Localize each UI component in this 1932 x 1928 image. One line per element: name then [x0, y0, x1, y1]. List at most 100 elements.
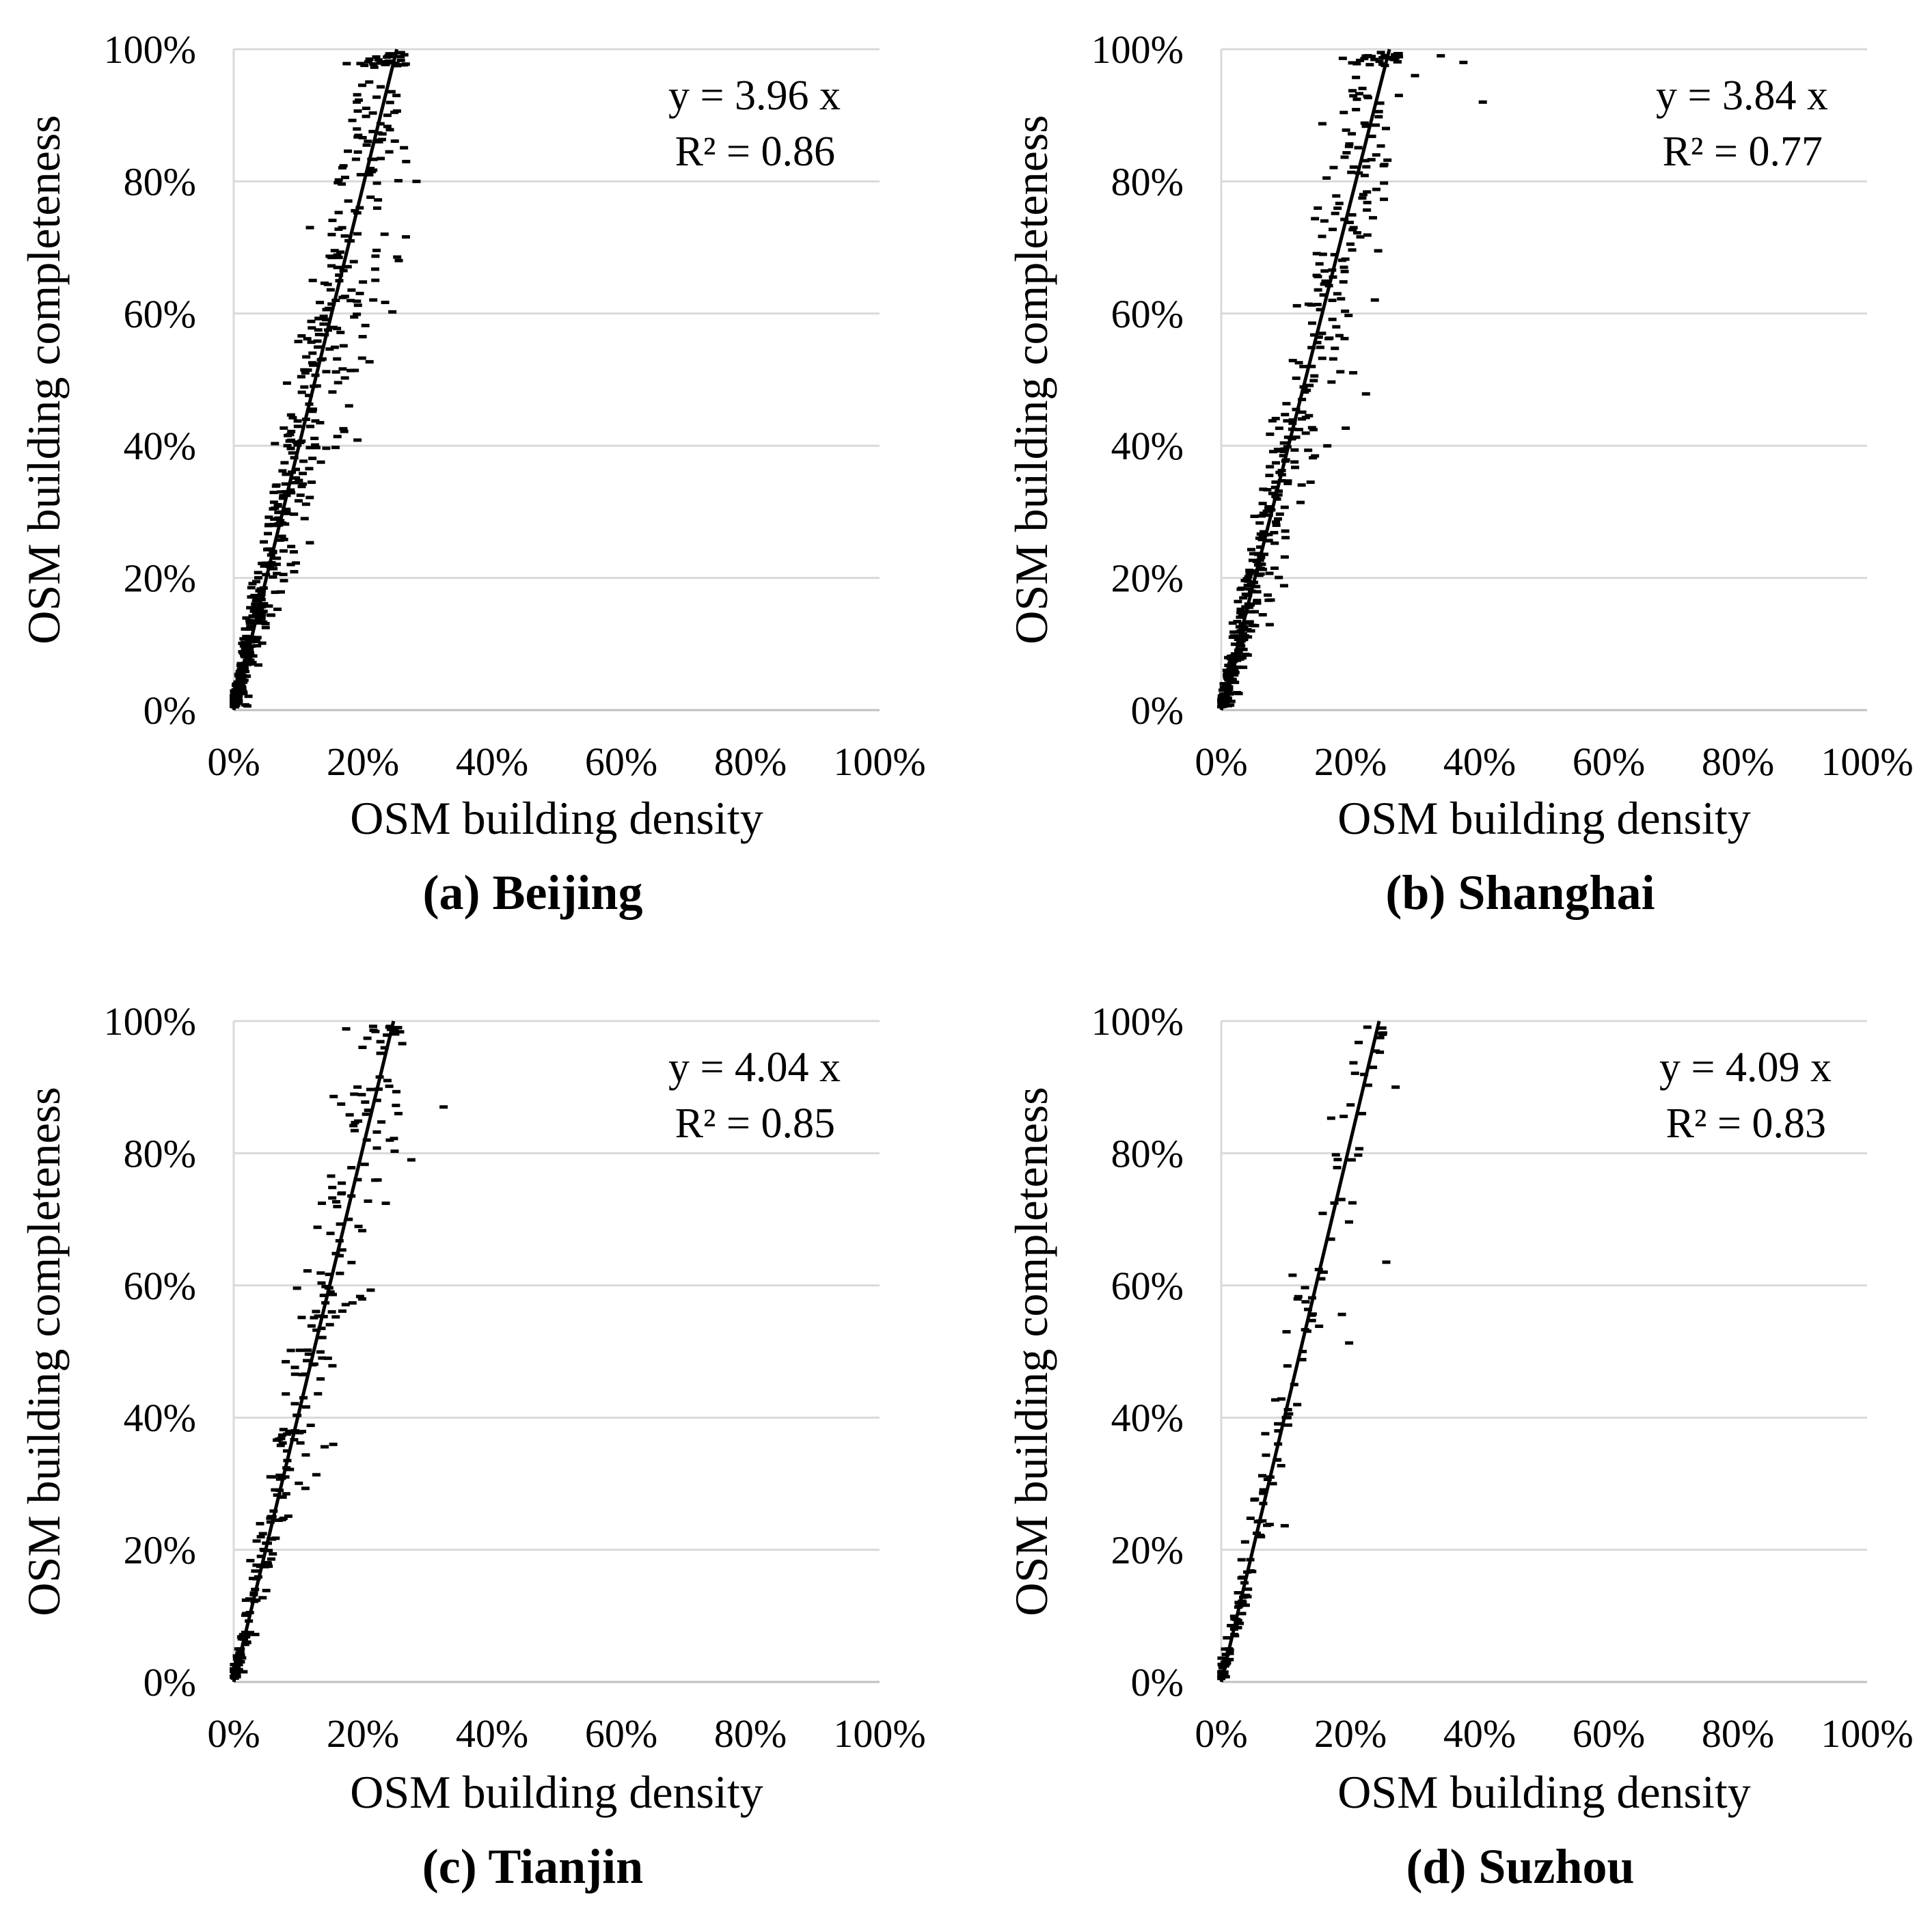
- data-point: [371, 1029, 380, 1033]
- data-point: [373, 1178, 382, 1182]
- data-point: [1251, 610, 1260, 614]
- data-point: [340, 429, 349, 433]
- data-point: [351, 157, 360, 161]
- data-point: [312, 446, 321, 450]
- data-point: [1360, 174, 1369, 178]
- data-point: [376, 122, 385, 126]
- data-point: [400, 146, 409, 150]
- data-point: [254, 571, 262, 575]
- data-point: [273, 502, 282, 506]
- data-point: [351, 208, 359, 213]
- data-point: [1260, 552, 1269, 556]
- data-point: [396, 1030, 405, 1034]
- data-point: [1361, 392, 1370, 396]
- data-point: [236, 662, 245, 666]
- data-point: [290, 1402, 299, 1406]
- data-point: [1363, 200, 1372, 204]
- data-point: [338, 295, 347, 299]
- data-point: [1268, 1482, 1277, 1486]
- data-point: [259, 609, 268, 613]
- data-point: [1380, 181, 1389, 185]
- data-point: [325, 347, 334, 351]
- data-point: [327, 232, 336, 236]
- data-point: [259, 1547, 268, 1551]
- x-axis-title: OSM building density: [1337, 792, 1751, 844]
- data-point: [269, 575, 277, 579]
- data-point: [1372, 187, 1381, 191]
- data-point: [1277, 478, 1286, 483]
- data-point: [1298, 410, 1307, 414]
- data-point: [282, 511, 291, 515]
- data-point: [299, 472, 308, 476]
- data-point: [241, 651, 250, 655]
- data-point: [328, 1186, 337, 1190]
- data-point: [368, 1024, 377, 1029]
- data-point: [402, 235, 411, 239]
- x-tick-label: 80%: [714, 1711, 787, 1756]
- data-point: [390, 110, 399, 114]
- data-point: [340, 234, 349, 238]
- data-point: [1234, 650, 1243, 654]
- data-point: [1352, 75, 1361, 79]
- data-point: [1264, 513, 1273, 517]
- data-point: [356, 62, 365, 66]
- y-tick-label: 80%: [124, 1131, 196, 1176]
- data-point: [308, 457, 317, 461]
- data-point: [294, 499, 303, 503]
- data-point: [329, 1442, 338, 1446]
- data-point: [1223, 704, 1232, 708]
- data-point: [394, 178, 403, 182]
- y-tick-label: 0%: [1131, 1660, 1184, 1705]
- data-point: [1262, 1453, 1270, 1457]
- data-point: [1340, 336, 1349, 340]
- data-point: [358, 1045, 367, 1049]
- data-point: [260, 540, 269, 544]
- data-point: [275, 1474, 284, 1478]
- data-point: [358, 135, 367, 139]
- data-point: [305, 446, 314, 450]
- data-point: [243, 1640, 251, 1644]
- data-point: [333, 1204, 342, 1208]
- data-point: [287, 545, 296, 549]
- data-point: [1257, 1474, 1266, 1478]
- data-point: [314, 1391, 323, 1396]
- data-point: [363, 1036, 372, 1040]
- data-point: [1309, 379, 1318, 383]
- data-point: [269, 567, 278, 571]
- data-point: [305, 467, 314, 471]
- data-point: [290, 570, 299, 574]
- data-point: [292, 440, 301, 444]
- data-point: [1275, 512, 1284, 516]
- data-point: [332, 1199, 341, 1204]
- data-point: [278, 1495, 287, 1499]
- data-point: [256, 621, 265, 625]
- data-point: [343, 264, 352, 269]
- data-point: [1226, 657, 1235, 661]
- data-point: [276, 590, 285, 594]
- y-axis-title: OSM building completeness: [1005, 115, 1057, 644]
- data-point: [1292, 303, 1301, 308]
- data-point: [1316, 308, 1324, 312]
- data-point: [283, 1432, 292, 1436]
- data-point: [1333, 292, 1342, 296]
- data-point: [1247, 547, 1255, 552]
- data-point: [1317, 1277, 1326, 1281]
- data-point: [1246, 1517, 1255, 1521]
- data-point: [1379, 198, 1388, 202]
- data-point: [319, 322, 328, 326]
- data-point: [1314, 288, 1322, 292]
- data-point: [328, 1292, 337, 1296]
- data-point: [1376, 101, 1385, 105]
- data-point: [1236, 657, 1244, 661]
- data-point: [312, 1328, 321, 1332]
- data-point: [374, 198, 383, 202]
- data-point: [245, 619, 254, 623]
- data-point: [261, 625, 270, 629]
- data-point: [1342, 128, 1350, 132]
- data-point: [246, 606, 255, 610]
- data-point: [297, 334, 306, 338]
- data-point: [1349, 94, 1358, 98]
- data-point: [370, 267, 379, 271]
- data-point: [1318, 1211, 1327, 1215]
